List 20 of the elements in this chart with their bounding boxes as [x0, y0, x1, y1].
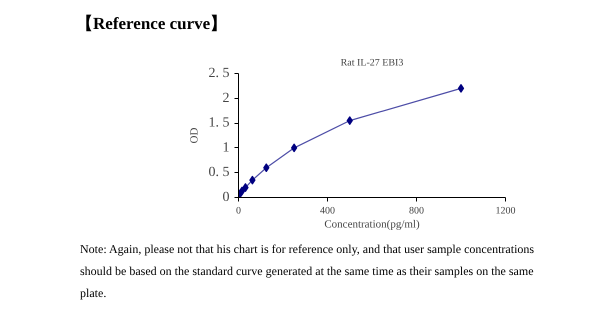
y-axis-title: OD [188, 128, 200, 144]
y-tick-label: 1. 5 [208, 116, 230, 131]
y-tick-label: 0 [222, 190, 230, 205]
point [290, 143, 298, 152]
y-tick-label: 1 [222, 140, 230, 156]
x-tick-label: 0 [236, 206, 241, 216]
chart-title: 【Reference curve】 [76, 14, 228, 33]
point [242, 183, 249, 192]
y-tick-label: 2. 5 [208, 66, 230, 81]
point [238, 186, 246, 196]
x-axis-title: Concentration(pg/ml) [324, 218, 420, 230]
y-tick-label: 0. 5 [208, 165, 230, 180]
x-tick-label: 1200 [496, 206, 516, 216]
y-tick-label: 2 [222, 90, 230, 106]
chart-subtitle: Rat IL-27 EBI3 [340, 58, 404, 68]
point [458, 84, 464, 93]
x-tick-label: 400 [320, 206, 335, 216]
text: Note: Again, please not that his chart is for reference only, and that user sample concentrations should be based on the standard curve generated at the same time as their samples on the same plate. [80, 241, 536, 302]
point [249, 176, 256, 185]
x-tick-label: 800 [409, 206, 424, 216]
